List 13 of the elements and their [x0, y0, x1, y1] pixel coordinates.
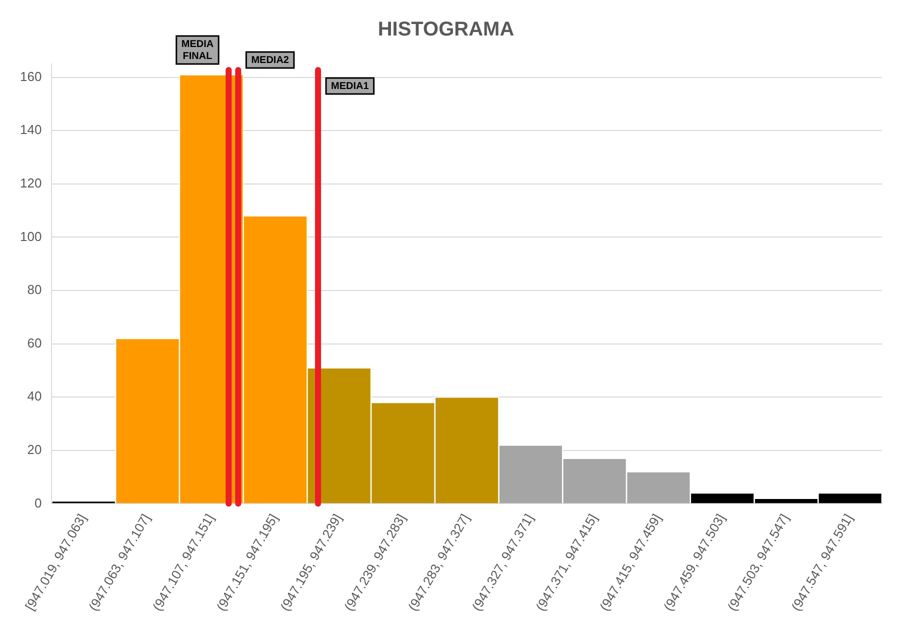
y-tick-label: 60 — [27, 335, 42, 350]
ref-line-label: MEDIA1 — [331, 80, 370, 92]
y-tick-label: 80 — [27, 282, 42, 298]
y-tick-label: 0 — [34, 495, 42, 510]
y-tick-label: 120 — [20, 175, 42, 190]
ref-line-label: MEDIA FINAL — [181, 38, 214, 62]
y-tick-label: 140 — [20, 122, 42, 138]
y-tick-label: 100 — [20, 228, 42, 244]
ref-line-label: MEDIA2 — [251, 54, 290, 66]
y-tick-label: 20 — [27, 442, 42, 457]
y-tick-label: 40 — [27, 388, 42, 404]
y-tick-label: 160 — [20, 68, 42, 84]
chart-title: HISTOGRAMA — [378, 18, 514, 41]
